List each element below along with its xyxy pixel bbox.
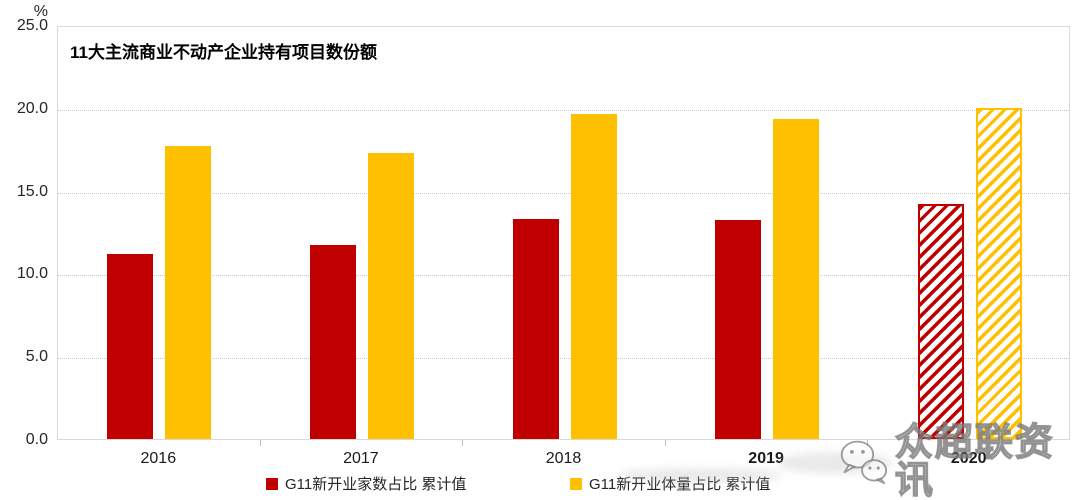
y-tick-label-15.0: 15.0	[16, 182, 48, 200]
bar-2019-series2	[773, 119, 820, 439]
gridline-15	[58, 192, 1069, 194]
legend-item-openings-volume: G11新开业体量占比 累计值	[570, 473, 770, 494]
y-tick-label-10.0: 10.0	[16, 265, 48, 283]
y-axis-unit: %	[33, 3, 48, 20]
bar-2019-series1	[715, 220, 762, 439]
chart-title: 11大主流商业不动产企业持有项目数份额	[70, 43, 377, 62]
y-tick-label-0.0: 0.0	[25, 431, 48, 448]
bar-2018-series1	[512, 218, 559, 439]
y-tick-label-25.0: 25.0	[16, 17, 48, 34]
legend-swatch-red	[266, 477, 278, 490]
bar-2020-series2	[975, 107, 1022, 439]
x-axis-tick-mark	[259, 440, 261, 446]
gridline-5	[58, 358, 1069, 360]
legend-label: G11新开业家数占比 累计值	[285, 476, 467, 493]
x-tick-label-2016: 2016	[140, 450, 177, 467]
x-tick-label-2017: 2017	[343, 450, 379, 467]
gridline-10	[58, 275, 1069, 277]
x-tick-label-2019: 2019	[748, 450, 784, 467]
x-tick-label-2018: 2018	[545, 450, 582, 467]
y-tick-label-5.0: 5.0	[25, 348, 48, 366]
bar-2017-series1	[309, 245, 356, 439]
x-axis-tick-mark	[867, 440, 869, 446]
y-tick-label-20.0: 20.0	[16, 99, 48, 117]
bar-2016-series1	[107, 253, 154, 439]
legend-label: G11新开业体量占比 累计值	[589, 476, 771, 493]
bar-2020-series1	[917, 203, 964, 439]
bar-2018-series2	[570, 114, 617, 439]
x-axis-tick-mark	[664, 440, 666, 446]
legend-item-openings-count: G11新开业家数占比 累计值	[266, 473, 466, 494]
plot-area: 11大主流商业不动产企业持有项目数份额	[57, 26, 1070, 440]
x-axis-tick-mark	[462, 440, 464, 446]
wechat-icon	[840, 440, 888, 485]
x-tick-label-2020: 2020	[950, 450, 987, 467]
bar-2016-series2	[165, 145, 212, 439]
bar-2017-series2	[367, 152, 414, 439]
legend-swatch-yellow	[570, 477, 582, 490]
gridline-20	[58, 109, 1069, 111]
